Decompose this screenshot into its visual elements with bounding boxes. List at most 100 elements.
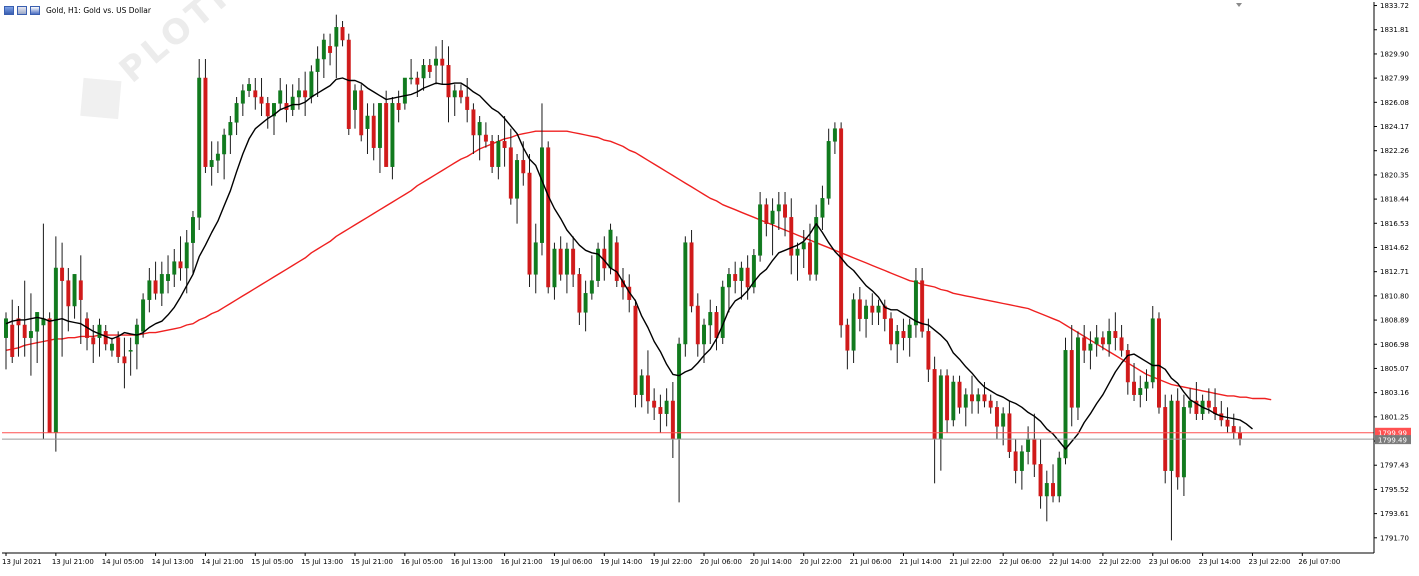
candle-body (496, 141, 501, 167)
candle-body (614, 242, 619, 281)
candle-body (415, 77, 420, 85)
candle-body (1019, 451, 1024, 471)
x-tick-label: 20 Jul 22:00 (800, 558, 842, 566)
chart-title-bar: Gold, H1: Gold vs. US Dollar (4, 4, 151, 16)
candle-body (1069, 350, 1074, 408)
candle-body (328, 46, 333, 53)
candle-body (577, 274, 582, 313)
candle-body (857, 299, 862, 319)
chart-flag-icon[interactable] (30, 5, 40, 15)
candle-body (471, 109, 476, 136)
candle-body (166, 274, 171, 281)
candle-body (608, 229, 613, 269)
candle-body (35, 312, 40, 332)
x-tick-label: 23 Jul 06:00 (1149, 558, 1191, 566)
candle-body (895, 331, 900, 345)
candle-body (427, 65, 432, 72)
candle-body (920, 280, 925, 332)
y-tick-label: 1820.35 (1380, 171, 1409, 179)
x-tick-label: 20 Jul 06:00 (700, 558, 742, 566)
candle-body (153, 280, 158, 294)
y-tick-label: 1795.52 (1380, 486, 1409, 494)
candle-body (945, 375, 950, 421)
candle-body (702, 324, 706, 345)
candle-body (720, 286, 725, 338)
moving-average-slow (5, 130, 1272, 401)
candle-body (1188, 400, 1193, 408)
candle-body (191, 217, 195, 243)
candle-body (228, 122, 233, 136)
candle-body (47, 318, 52, 433)
candle-body (309, 71, 314, 98)
candle-body (583, 293, 588, 313)
candle-body (988, 400, 993, 408)
candle-body (446, 65, 451, 98)
candle-body (109, 343, 114, 351)
candle-body (808, 242, 812, 275)
candle-body (1194, 400, 1199, 414)
candle-body (296, 90, 301, 98)
x-tick-label: 16 Jul 05:00 (401, 558, 443, 566)
candle-body (315, 58, 320, 72)
candle-body (708, 312, 713, 326)
candle-body (490, 141, 495, 167)
chart-window-icon[interactable] (17, 5, 27, 15)
candle-body (1119, 337, 1124, 351)
candle-body (290, 96, 295, 110)
candle-body (28, 331, 33, 338)
moving-average-fast (5, 77, 1253, 450)
candle-body (1181, 407, 1186, 478)
candle-body (1001, 413, 1006, 427)
candle-body (540, 147, 544, 243)
x-tick-label: 22 Jul 22:00 (1099, 558, 1141, 566)
candle-body (359, 90, 364, 136)
y-tick-label: 1833.72 (1380, 2, 1409, 10)
x-tick-label: 19 Jul 22:00 (650, 558, 692, 566)
candle-body (670, 400, 675, 440)
candle-body (458, 90, 463, 98)
candle-body (820, 198, 825, 218)
current-price-label: 1799.99 (1378, 429, 1407, 437)
x-tick-label: 20 Jul 14:00 (750, 558, 792, 566)
y-tick-label: 1812.71 (1380, 268, 1409, 276)
candle-body (1057, 457, 1062, 497)
candle-body (209, 160, 214, 167)
candle-body (1088, 343, 1093, 351)
x-tick-label: 13 Jul 2021 (2, 558, 42, 566)
candle-body (689, 242, 694, 307)
candle-body (53, 267, 58, 433)
candle-body (1169, 400, 1174, 471)
candle-body (845, 324, 850, 351)
candle-body (1238, 432, 1242, 440)
candle-body (832, 128, 837, 142)
candle-body (421, 65, 426, 79)
y-tick-label: 1814.62 (1380, 244, 1409, 252)
candle-body (465, 96, 470, 110)
x-tick-label: 16 Jul 21:00 (501, 558, 543, 566)
candle-body (159, 274, 164, 294)
x-tick-label: 15 Jul 05:00 (251, 558, 293, 566)
candle-body (1132, 381, 1137, 395)
current-price-tag: 1799.99 (1375, 427, 1411, 437)
chart-type-icon[interactable] (4, 5, 14, 15)
candle-body (234, 103, 239, 123)
price-lines (2, 432, 1374, 440)
candle-body (1144, 381, 1149, 389)
candle-body (552, 248, 557, 288)
candle-body (390, 103, 395, 167)
candle-body (402, 77, 407, 104)
candle-body (652, 400, 657, 408)
x-tick-label: 14 Jul 13:00 (152, 558, 194, 566)
candle-body (558, 248, 563, 275)
candle-body (826, 141, 831, 199)
candle-body (571, 248, 576, 275)
candle-body (259, 96, 264, 104)
candle-body (1107, 331, 1112, 345)
candle-body (377, 103, 382, 148)
y-tick-label: 1824.17 (1380, 123, 1409, 131)
candle-body (546, 147, 551, 288)
candle-body (938, 375, 943, 440)
candle-body (178, 261, 183, 269)
